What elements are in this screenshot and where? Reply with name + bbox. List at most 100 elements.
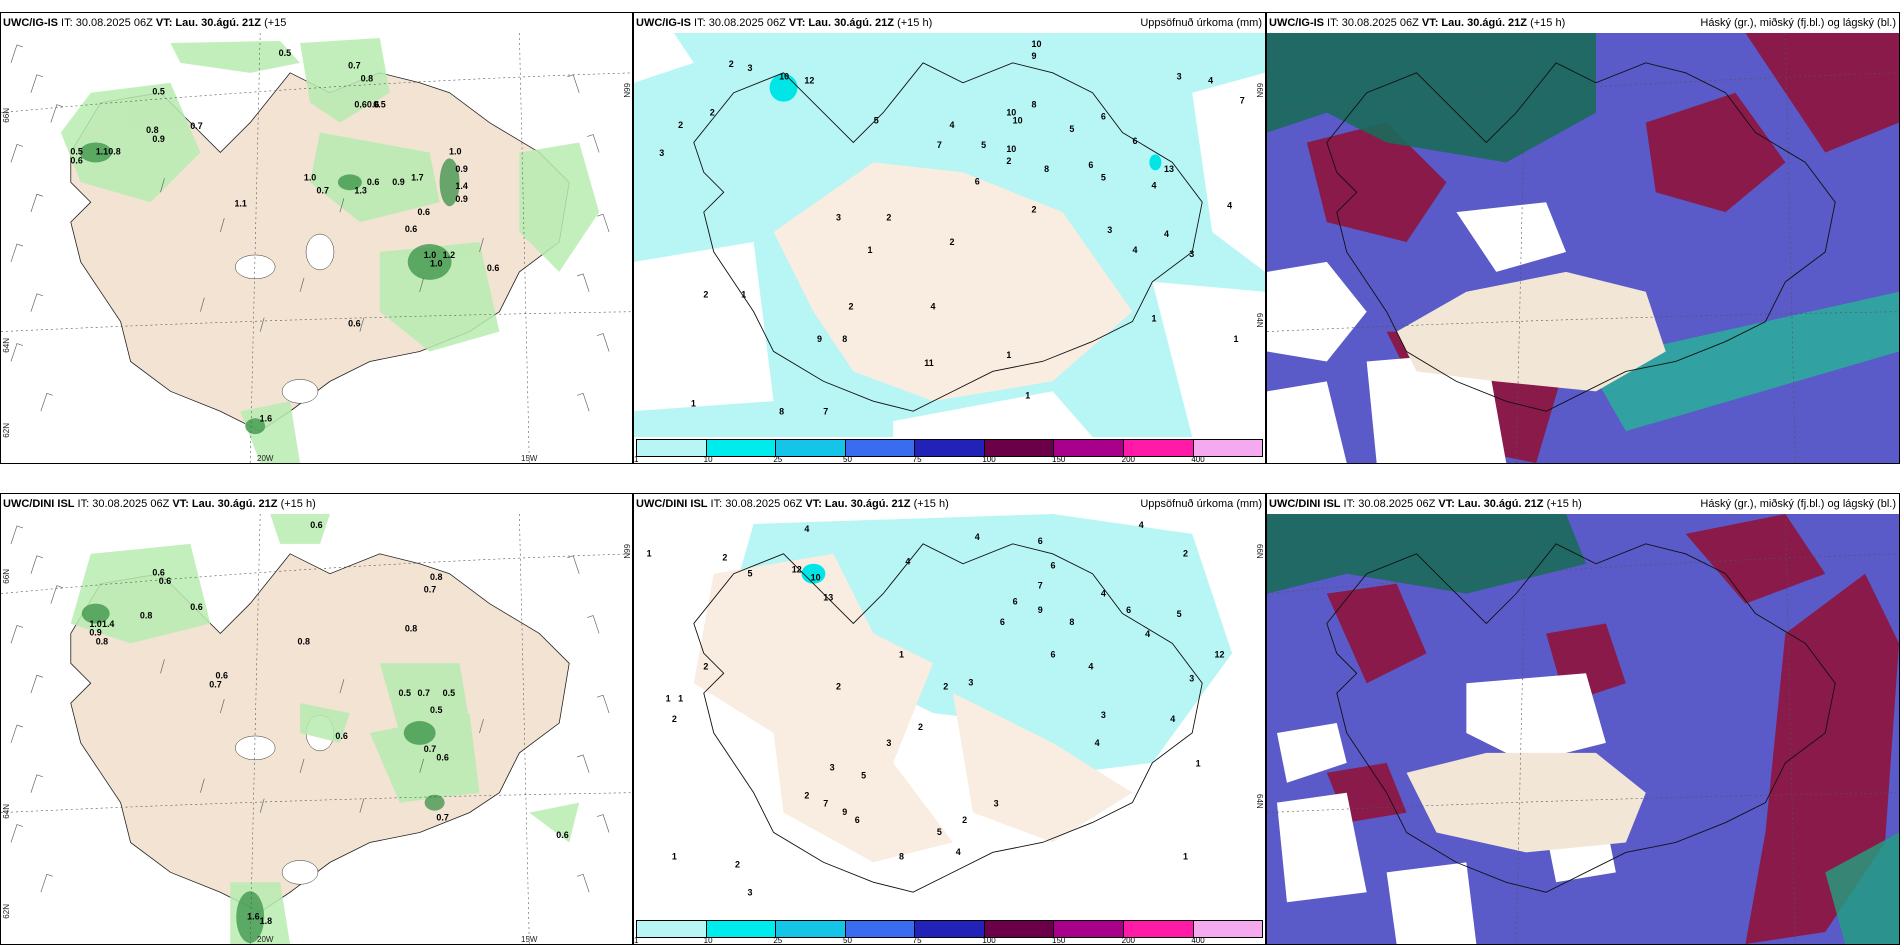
precip-value-label: 2 — [735, 859, 740, 869]
precip-value-label: 3 — [748, 63, 753, 73]
precip-value-label: 8 — [1032, 100, 1037, 110]
precip-value-label: 6 — [1088, 160, 1093, 170]
precip-value-label: 9 — [1038, 605, 1043, 615]
iceland-land-beige — [773, 162, 1133, 402]
map-panel-dini-accum-precip: UWC/DINI ISL IT: 30.08.2025 06Z VT: Lau.… — [633, 493, 1266, 945]
clear-sky — [1267, 202, 1567, 463]
precip-value-label: 4 — [905, 556, 910, 566]
precip-value-label: 6 — [1133, 136, 1138, 146]
precip-value-label: 11 — [924, 358, 933, 368]
precip-value-label: 0.7 — [424, 585, 436, 595]
precip-value-label: 0.6 — [405, 224, 417, 234]
precip-value-label: 8 — [842, 334, 847, 344]
precip-value-label: 1.6 — [260, 413, 272, 423]
colorbar-label: 100 — [982, 455, 996, 464]
cloud-layers-map — [1267, 514, 1899, 944]
precip-value-label: 2 — [836, 682, 841, 692]
precip-value-label: 3 — [994, 799, 999, 809]
precip-value-label: 2 — [729, 59, 734, 69]
precip-value-label: 4 — [975, 532, 980, 542]
lat-label-64n: 64N — [1255, 794, 1264, 809]
colorbar-swatch — [984, 921, 1055, 937]
iceland-land-beige — [693, 553, 1133, 863]
precip-value-label: 2 — [849, 302, 854, 312]
lead-time: (+15 h) — [280, 498, 316, 510]
field-title: Uppsöfnuð úrkoma (mm) — [1140, 17, 1262, 29]
precip-value-label: 2 — [703, 661, 708, 671]
precip-value-label: 0.6 — [436, 752, 448, 762]
colorbar-swatch — [637, 440, 707, 456]
precip-value-label: 7 — [823, 407, 828, 417]
lead-time: (+15 — [264, 17, 287, 29]
colorbar-label: 100 — [982, 936, 996, 945]
colorbar-swatch — [984, 440, 1055, 456]
precip-value-label: 2 — [804, 791, 809, 801]
precip-value-label: 0.8 — [298, 636, 310, 646]
colorbar: 1 10 25 50 75 100 150 200 400 — [634, 918, 1265, 944]
precip-value-label: 0.6 — [70, 155, 82, 165]
lat-label-66n: 66N — [2, 569, 11, 584]
precip-value-label: 7 — [823, 799, 828, 809]
precip-value-label: 0.9 — [152, 134, 164, 144]
lead-time: (+15 h) — [913, 498, 949, 510]
lead-time: (+15 h) — [1546, 498, 1582, 510]
precip-value-label: 0.6 — [310, 520, 322, 530]
precip-value-label: 13 — [823, 593, 833, 603]
precip-value-label: 4 — [950, 120, 955, 130]
precip-value-label: 0.6 — [556, 830, 568, 840]
precip-value-label: 2 — [918, 722, 923, 732]
precip-value-label: 4 — [1170, 714, 1175, 724]
precip-value-label: 4 — [1164, 229, 1169, 239]
iceland-land-beige — [1396, 271, 1666, 392]
model-name: UWC/DINI ISL — [636, 498, 708, 510]
precip-value-label: 0.8 — [140, 611, 152, 621]
precip-value-label: 6 — [1013, 597, 1018, 607]
precip-value-label: 4 — [1133, 245, 1138, 255]
light-precip-fill — [733, 514, 1233, 773]
precip-value-label: 0.7 — [436, 813, 448, 823]
colorbar-label: 200 — [1121, 936, 1136, 945]
precip-value-label: 7 — [1038, 581, 1043, 591]
precip-value-label: 9 — [817, 334, 822, 344]
panel-title: UWC/DINI ISL IT: 30.08.2025 06Z VT: Lau.… — [634, 494, 1265, 514]
vt-label: VT: — [155, 17, 173, 29]
precip-value-label: 0.5 — [443, 688, 455, 698]
precip-value-label: 1 — [1183, 851, 1188, 861]
precip-value-label: 1 — [1196, 758, 1201, 768]
precip-green-fill — [70, 514, 580, 944]
colorbar-label: 400 — [1191, 455, 1205, 464]
vt-label: VT: — [1421, 17, 1439, 29]
precip-value-label: 1.0 — [449, 147, 461, 157]
precip-value-label: 1.6 — [247, 912, 259, 922]
precip-value-label: 2 — [678, 120, 683, 130]
precip-value-label: 4 — [1095, 738, 1100, 748]
precip-value-label: 1.4 — [102, 619, 114, 629]
precip-value-label: 3 — [659, 148, 664, 158]
precip-green-fill — [60, 37, 600, 463]
precip-value-label: 6 — [1038, 536, 1043, 546]
precip-value-label: 5 — [937, 827, 942, 837]
precip-value-label: 0.6 — [367, 177, 379, 187]
colorbar-label: 50 — [843, 936, 852, 945]
map-area: 4 4 6 4 1 2 2 4 6 5 12 10 7 6 4 13 9 6 5 6 8 4 12 1 2 6 4 3 2 3 2 1 1 2 3 4… — [634, 514, 1265, 918]
lat-label-62n: 62N — [2, 904, 11, 919]
precip-value-label: 1.0 — [424, 250, 436, 260]
clear-sky — [1276, 673, 1616, 944]
colorbar-label: 25 — [773, 455, 783, 464]
precip-value-label: 0.6 — [216, 671, 228, 681]
precip-value-label: 1.3 — [354, 185, 366, 195]
lead-time: (+15 h) — [897, 17, 933, 29]
precip-value-label: 0.7 — [317, 185, 329, 195]
model-name: UWC/IG-IS — [636, 17, 691, 29]
colorbar-swatch — [1193, 440, 1263, 456]
precip-value-label: 0.6 — [159, 576, 171, 586]
precip-value-label: 3 — [1189, 673, 1194, 683]
model-name: UWC/IG-IS — [1269, 17, 1324, 29]
init-time: IT: 30.08.2025 06Z — [74, 498, 173, 510]
colorbar-label: 1 — [634, 455, 639, 464]
wind-precip-map: 0.60.60.6 0.80.70.60.81.0 1.40.90.8 0.80.80… — [1, 514, 632, 944]
lon-label-15w: 15W — [521, 935, 538, 944]
precip-value-label: 1.0 — [430, 259, 442, 269]
